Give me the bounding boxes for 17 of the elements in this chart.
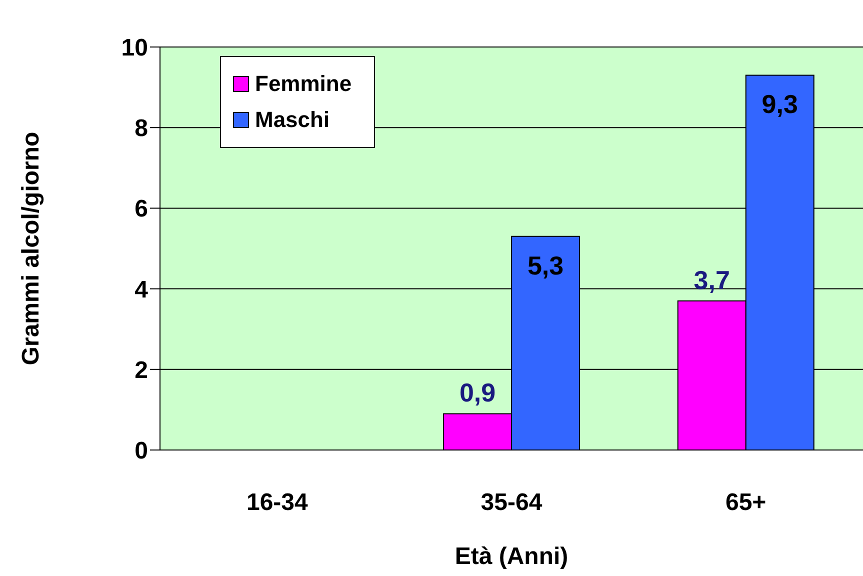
x-axis-title: Età (Anni) (454, 543, 568, 570)
data-label: 9,3 (762, 89, 798, 120)
x-tick-label: 35-64 (480, 489, 543, 516)
y-tick-label: 0 (134, 438, 148, 465)
data-label: 5,3 (527, 250, 564, 280)
y-tick-label: 2 (134, 356, 148, 384)
legend-label: Femmine (255, 71, 352, 97)
y-tick-label: 8 (134, 115, 148, 142)
data-label: 0,9 (459, 378, 496, 408)
y-axis-title: Grammi alcol/giorno (18, 132, 45, 366)
x-tick-label: 16-34 (246, 489, 309, 516)
y-tick-label: 4 (134, 276, 149, 304)
x-tick-label: 65+ (725, 489, 766, 516)
legend-label: Maschi (255, 107, 330, 133)
y-tick-label: 6 (134, 196, 148, 223)
data-label: 3,7 (694, 264, 730, 295)
y-tick-label: 10 (121, 34, 148, 62)
